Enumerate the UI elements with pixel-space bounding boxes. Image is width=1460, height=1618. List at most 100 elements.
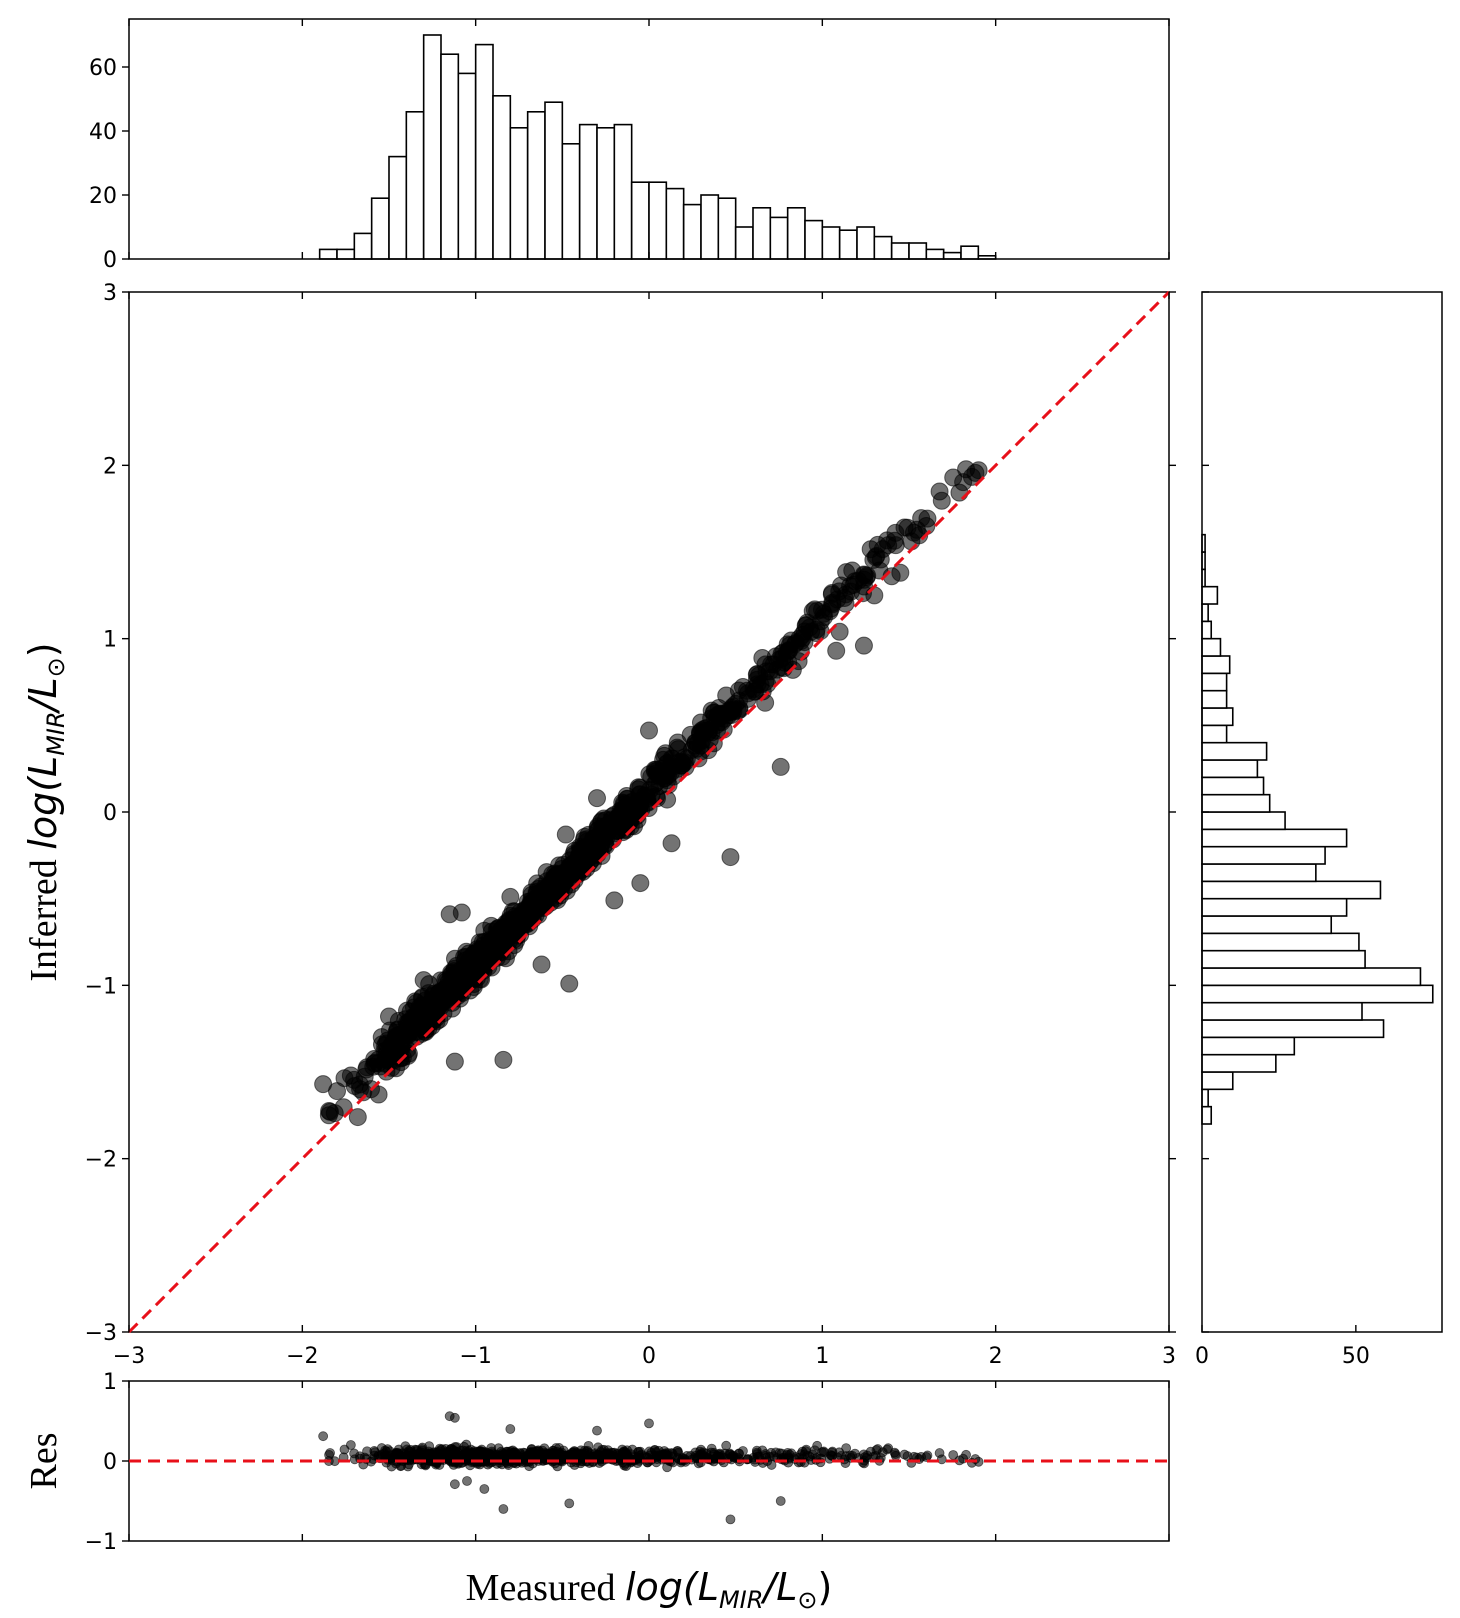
top-histogram-bar	[422, 34, 442, 260]
top-histogram-bar	[492, 95, 512, 260]
top-histogram-bar	[752, 207, 772, 260]
residual-point	[883, 1443, 894, 1454]
right-histogram-bar	[1201, 967, 1422, 987]
main-x-tick-label: −1	[459, 1344, 491, 1369]
top-histogram-bar	[405, 111, 425, 260]
scatter-point	[532, 955, 551, 974]
scatter-point	[662, 834, 681, 853]
scatter-point	[328, 1082, 346, 1101]
top-histogram-bar	[509, 127, 529, 260]
main-x-tick-label: 3	[1162, 1344, 1176, 1369]
residual-point	[706, 1443, 717, 1454]
main-y-axis-label: Inferred log(LMIR/L⊙)	[21, 642, 70, 981]
main-x-tick-label: −2	[286, 1344, 318, 1369]
residual-point	[597, 1451, 608, 1462]
residual-point	[593, 1442, 603, 1453]
residual-point	[318, 1431, 329, 1442]
top-histogram-bar	[665, 187, 685, 260]
top-histogram-bar	[942, 251, 962, 260]
top-histogram-bar	[734, 226, 754, 260]
right-histogram-bar	[1201, 1105, 1213, 1125]
residual-point	[774, 1448, 785, 1459]
scatter-point	[969, 461, 988, 480]
right-histogram-bar	[1201, 707, 1234, 727]
residual-point	[345, 1440, 356, 1450]
right-histogram-bar	[1201, 949, 1366, 969]
main-y-tick-label: −1	[85, 974, 117, 999]
scatter-point	[505, 924, 524, 943]
main-scatter-ticks: −3 −2 −1 0 1 2 3 −3 −2 −1 0 1 2 3	[85, 281, 1176, 1369]
scatter-point	[721, 848, 740, 867]
scatter-point	[642, 767, 661, 786]
top-histogram-bar	[856, 226, 876, 260]
scatter-point	[854, 636, 873, 655]
scatter-point	[588, 789, 606, 808]
scatter-point	[321, 1102, 340, 1121]
top-histogram-bar	[318, 248, 338, 260]
residual-point	[472, 1446, 483, 1457]
scatter-point	[844, 575, 863, 594]
scatter-point	[605, 891, 624, 910]
top-histogram-bar	[960, 245, 980, 260]
residual-point	[948, 1450, 959, 1460]
top-histogram-bar	[838, 229, 858, 260]
scatter-point	[891, 563, 910, 582]
residual-point	[784, 1449, 795, 1460]
scatter-point	[523, 907, 542, 926]
scatter-point	[487, 948, 506, 967]
top-histogram-bar	[769, 216, 789, 260]
scatter-point	[640, 721, 658, 740]
scatter-point	[675, 753, 694, 772]
right-histogram-bar	[1201, 932, 1360, 952]
residual-point	[579, 1445, 590, 1456]
scatter-point	[917, 517, 936, 535]
right-histogram-bar	[1201, 585, 1219, 605]
top-histogram-bar	[440, 53, 460, 260]
scatter-point	[771, 757, 790, 776]
residual-point	[812, 1440, 823, 1451]
top-y-tick-label: 40	[89, 120, 117, 145]
right-histogram-bar	[1201, 897, 1348, 917]
right-histogram-bar	[1201, 724, 1228, 744]
scatter-point	[348, 1108, 367, 1127]
scatter-point	[631, 874, 650, 893]
top-histogram-bar	[474, 43, 494, 260]
main-y-tick-label: 2	[103, 454, 117, 479]
residual-point	[509, 1450, 520, 1461]
residual-point	[449, 1412, 460, 1423]
scatter-point	[468, 940, 487, 959]
top-histogram-bar	[388, 155, 408, 260]
main-y-tick-label: 3	[103, 281, 117, 306]
residual-ticks: −1 0 1	[85, 1370, 1170, 1555]
residual-point	[646, 1447, 657, 1458]
right-histogram-bar	[1201, 1071, 1234, 1091]
residual-point	[673, 1447, 684, 1458]
right-histogram-bar	[1201, 915, 1333, 935]
top-histogram-ticks: 0 20 40 60	[89, 19, 1170, 273]
right-histogram-bar	[1201, 863, 1317, 883]
residual-point	[462, 1476, 472, 1486]
scatter-point	[808, 601, 827, 620]
top-histogram-bar	[700, 194, 720, 260]
right-histogram-bar	[1201, 759, 1259, 779]
scatter-point	[494, 1050, 513, 1069]
top-histogram-panel: 0 20 40 60	[89, 18, 1170, 273]
right-histogram-bar	[1201, 655, 1231, 675]
scatter-point	[930, 482, 949, 501]
top-histogram-bar	[717, 197, 737, 260]
top-histogram-bar	[821, 226, 841, 260]
scatter-point	[556, 825, 575, 844]
main-scatter-panel: −3 −2 −1 0 1 2 3 −3 −2 −1 0 1 2 3 Inferred log(LMIR/L…	[21, 281, 1176, 1369]
residual-panel: −1 0 1 Res Measured log(LMIR/L⊙)	[23, 1370, 1170, 1614]
scatter-point	[416, 991, 435, 1010]
right-histogram-bar	[1201, 672, 1228, 692]
scatter-point	[369, 1085, 388, 1104]
right-histogram-bar	[1201, 793, 1271, 813]
top-histogram-bar	[561, 143, 581, 260]
right-histogram-ticks: 0 50	[1195, 291, 1370, 1369]
top-histogram-bar	[353, 232, 373, 260]
scatter-point	[780, 636, 799, 655]
main-x-tick-label: 1	[815, 1344, 829, 1369]
right-histogram-bar	[1201, 620, 1213, 640]
